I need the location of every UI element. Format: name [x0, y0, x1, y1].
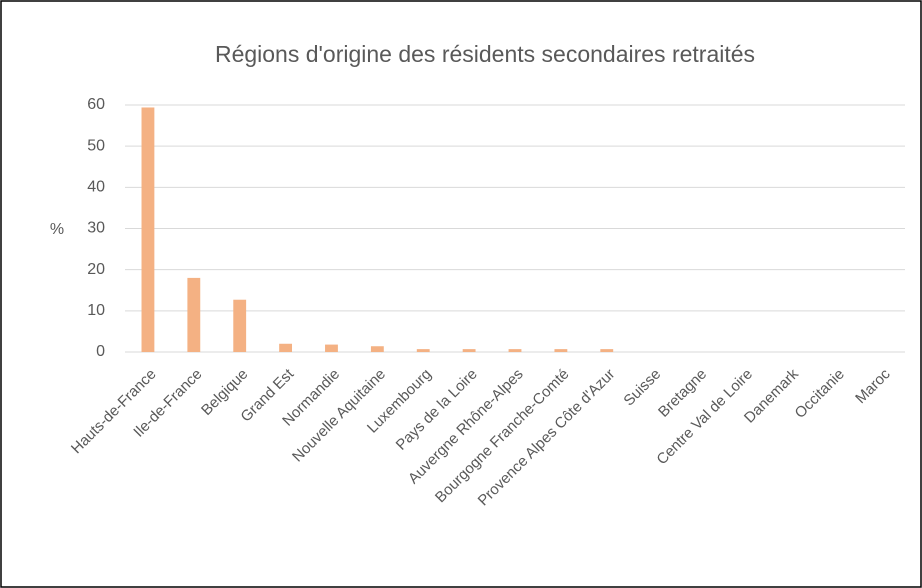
bar [600, 349, 614, 352]
bar [187, 277, 201, 352]
bar [370, 346, 384, 352]
y-tick-label: 40 [87, 179, 105, 196]
bar [462, 349, 476, 352]
y-tick-label: 50 [87, 137, 105, 154]
bar [416, 349, 430, 352]
y-tick-label: 30 [87, 220, 105, 237]
bar [554, 349, 568, 352]
bar [508, 349, 522, 352]
y-tick-label: 0 [96, 343, 105, 360]
y-tick-label: 20 [87, 261, 105, 278]
bar [325, 344, 338, 352]
bar [141, 107, 155, 352]
chart-title: Régions d'origine des résidents secondai… [215, 41, 755, 67]
y-tick-label: 60 [87, 96, 105, 113]
bar [233, 299, 247, 352]
bar [279, 343, 293, 352]
y-axis-label: % [50, 221, 64, 238]
y-tick-label: 10 [87, 302, 105, 319]
